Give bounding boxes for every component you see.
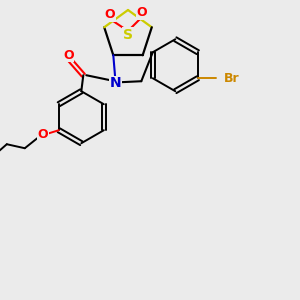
Text: O: O	[105, 8, 115, 22]
Text: O: O	[63, 49, 74, 62]
Text: O: O	[137, 7, 147, 20]
Text: Br: Br	[224, 72, 239, 85]
Text: N: N	[110, 76, 121, 90]
Text: O: O	[38, 128, 48, 141]
Text: S: S	[123, 28, 133, 42]
